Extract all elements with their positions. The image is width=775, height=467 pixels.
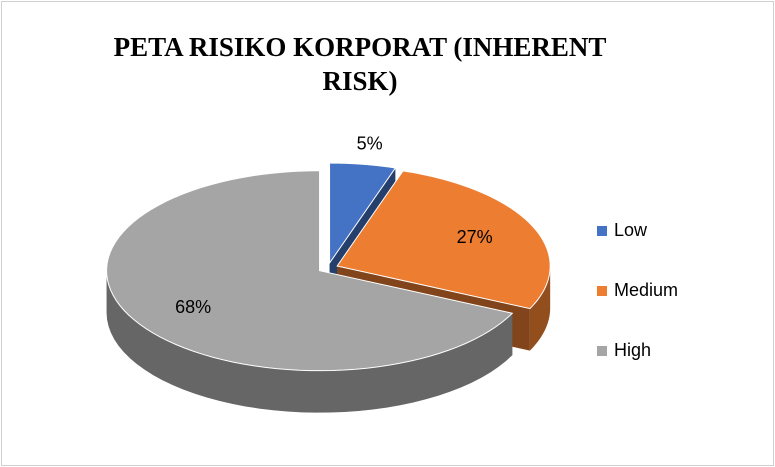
legend-swatch	[597, 286, 607, 296]
chart-title: PETA RISIKO KORPORAT (INHERENT RISK)	[113, 32, 607, 96]
slice-side	[106, 270, 513, 413]
legend-swatch	[597, 226, 607, 236]
slice-tops	[106, 162, 551, 372]
slice	[336, 170, 551, 310]
data-label: 68%	[175, 297, 211, 317]
slice-side	[529, 266, 551, 351]
slice	[329, 162, 397, 265]
legend-label: Medium	[614, 280, 678, 300]
legend-label: High	[614, 340, 651, 360]
legend-swatch	[597, 346, 607, 356]
legend-label: Low	[614, 220, 648, 240]
data-label: 27%	[457, 227, 493, 247]
data-label: 5%	[357, 133, 383, 153]
slice	[106, 170, 514, 372]
